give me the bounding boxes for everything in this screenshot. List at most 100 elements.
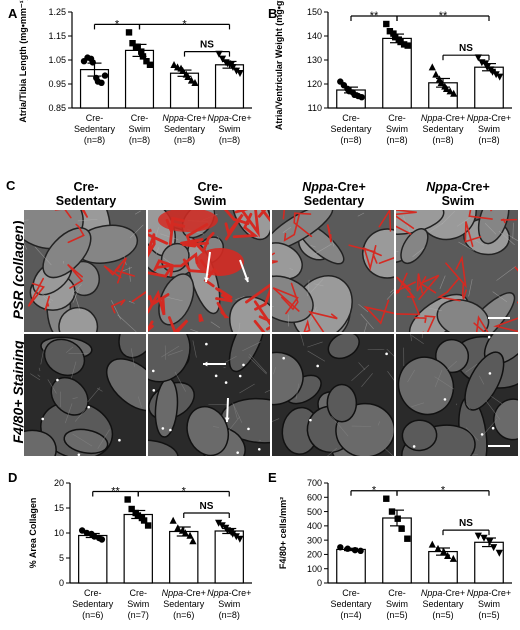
y-tick-label: 1.15 [48,31,66,41]
data-point [488,68,497,76]
data-point [236,70,244,77]
data-point [495,549,503,557]
data-point [144,522,152,529]
data-point [232,533,240,541]
x-category-label: Nppa-Cre+ [421,588,465,598]
data-point [444,552,452,560]
x-category-label: Swim [218,599,240,609]
x-category-label: (n=8) [386,135,407,145]
x-category-label: Cre- [86,113,104,123]
data-point [344,545,351,552]
sig-label-1: * [182,18,187,30]
y-tick-label: 0 [317,578,322,588]
bar-1 [382,37,412,109]
sig-label-2: NS [200,40,214,51]
x-category-label: Sedentary [330,599,372,609]
data-point [486,538,494,546]
micrograph-psr-1 [148,210,270,332]
arrow-icon [203,361,226,367]
data-point [440,547,448,555]
y-tick-label: 100 [307,564,322,574]
y-tick-label: 5 [59,553,64,563]
data-point [474,54,482,62]
x-category-label: Cre- [84,588,102,598]
sig-label-2: NS [459,518,473,529]
data-point [432,70,440,78]
x-category-label: Nppa-Cre+ [207,588,251,598]
x-category-label: Swim [478,124,500,134]
x-category-label: Sedentary [74,124,116,134]
data-point [98,79,105,87]
arrow-icon [204,251,211,283]
data-point [170,61,178,68]
x-category-label: (n=5) [386,610,407,620]
x-category-label: Nppa-Cre+ [162,113,206,123]
data-point [358,94,365,101]
data-point [187,76,196,84]
x-category-label: (n=8) [219,135,240,145]
micrograph-f480-2 [272,334,394,456]
col-header-cre-sedentary: Cre- Sedentary [55,180,117,208]
micrograph-f480-0 [24,334,146,456]
x-category-label: Sedentary [422,599,464,609]
data-point [236,535,244,543]
y-tick-label: 0.85 [48,103,66,113]
x-category-label: (n=8) [129,135,150,145]
data-point [474,532,482,540]
chart-e: 0 100 200 300 400 500 600 700 F4/80+ cells/mm² Cr… [278,478,512,620]
y-tick-label: 300 [307,535,322,545]
sig-label-2: NS [459,43,473,54]
sig-label-1: ** [439,10,448,22]
x-category-label: (n=8) [478,135,499,145]
col-header-nppa-sedentary: Nppa-Cre+ Sedentary [302,180,366,208]
data-point [490,544,498,552]
x-category-label: (n=8) [219,610,240,620]
data-point [481,60,490,68]
data-point [191,79,199,86]
y-tick-label: 500 [307,507,322,517]
micrograph-psr-0 [24,210,146,332]
x-category-label: Sedentary [163,599,205,609]
x-category-label: Cre- [130,588,148,598]
y-tick-label: 400 [307,521,322,531]
data-point [129,40,136,47]
data-point [386,28,394,35]
sig-label-0: ** [370,10,379,22]
data-point [143,58,150,65]
data-point [134,512,142,519]
x-category-label: Swim [386,599,408,609]
data-point [357,547,364,555]
panel-letter-c: C [6,178,16,193]
micrograph-f480-1 [148,334,270,456]
sig-label-1: * [182,486,187,498]
bar-3 [474,541,504,584]
micrograph-psr-2 [272,210,394,332]
micrograph-psr-3 [396,210,518,332]
data-point [215,519,223,527]
data-point [400,41,408,48]
x-category-label: Swim [219,124,241,134]
panel-letter-e: E [268,470,277,485]
data-point [229,64,237,71]
chart-b: 110 120 130 140 150 Atria/Ventricular Weight … [274,0,512,145]
data-point [229,530,237,538]
y-tick-label: 20 [54,478,64,488]
data-point [392,34,399,41]
data-point [483,64,491,71]
x-category-label: Cre- [388,113,406,123]
y-tick-label: 110 [308,103,322,113]
sig-label-0: * [372,485,377,497]
data-point [450,89,458,97]
x-category-label: Swim [478,599,500,609]
y-tick-label: 0.95 [48,79,66,89]
data-point [186,531,194,539]
bar-3 [474,66,504,109]
data-point [437,79,445,86]
data-point [218,55,227,63]
micrograph-f480-3 [396,334,518,456]
arrow-icon [224,397,230,423]
panel-letter-d: D [8,470,18,485]
x-category-label: Swim [386,124,408,134]
x-category-label: (n=8) [432,135,453,145]
x-category-label: Nppa-Cre+ [207,113,251,123]
